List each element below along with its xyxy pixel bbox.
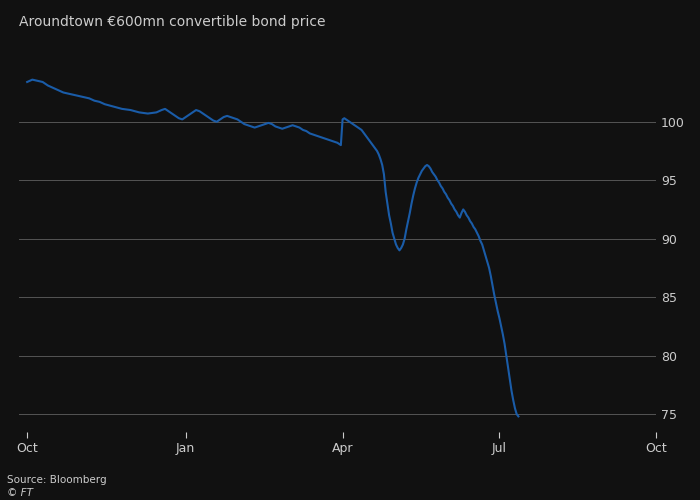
Text: Aroundtown €600mn convertible bond price: Aroundtown €600mn convertible bond price	[18, 15, 325, 29]
Text: Source: Bloomberg: Source: Bloomberg	[7, 475, 106, 485]
Text: © FT: © FT	[7, 488, 33, 498]
